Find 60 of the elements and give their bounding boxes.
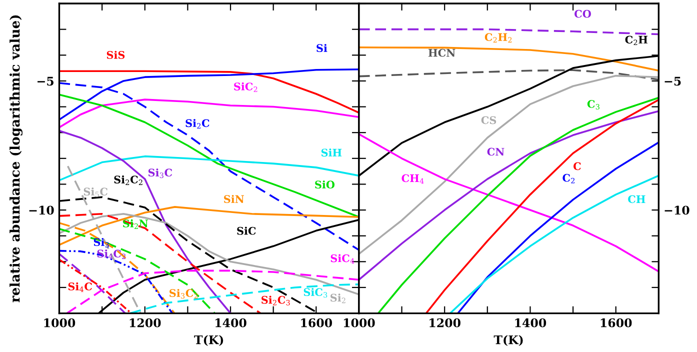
y-tick-label: −10: [29, 206, 54, 215]
annotation: Si$_{5}$C: [84, 187, 108, 198]
annotation: Si$_{3}$: [94, 238, 109, 248]
y-tick-label: −5: [38, 76, 54, 86]
line-series: [358, 46, 659, 72]
annotation: CH$_{4}$: [402, 174, 424, 184]
annotation: SiS: [106, 50, 125, 59]
y-axis-title: relative abundance (logarithmic value): [10, 15, 23, 302]
annotation: Si$_{3}$C: [148, 168, 172, 178]
x-axis-title: T(K): [494, 335, 523, 346]
y-tick-label: −10: [664, 206, 690, 215]
annotation: CN: [487, 148, 504, 156]
annotation: Si$_{4}$C: [68, 282, 92, 292]
x-tick-label: 1200: [130, 318, 161, 328]
annotation: Si$_{3}$C$_{2}$: [170, 288, 198, 299]
annotation: Si$_{2}$: [330, 294, 346, 304]
annotation: Si$_{2}$C: [186, 119, 210, 129]
line-series: [358, 110, 659, 281]
annotation: C: [573, 162, 581, 170]
line-series: [59, 212, 262, 314]
x-tick-label: 1400: [515, 318, 546, 328]
line-series: [59, 228, 216, 314]
annotation: CO: [574, 10, 591, 18]
annotation: CS: [481, 116, 496, 124]
line-series: [456, 141, 659, 314]
x-tick-label: 1000: [44, 318, 76, 328]
line-series: [449, 174, 659, 314]
annotation: SiO: [315, 180, 335, 189]
annotation: SiC$_{4}$: [330, 254, 354, 264]
annotation: SiN: [224, 194, 244, 204]
annotation: C$_{3}$: [587, 100, 600, 110]
line-series: [425, 98, 659, 314]
line-series: [358, 74, 659, 255]
annotation: SiC$_{3}$: [304, 288, 328, 298]
annotation: SiC$_{2}$: [234, 82, 258, 92]
annotation: SiC: [237, 226, 256, 235]
x-tick-label: 1600: [600, 318, 632, 328]
line-series: [358, 69, 659, 81]
annotation: C$_{2}$: [562, 174, 575, 184]
annotation: C$_{2}$H$_{2}$: [484, 33, 512, 43]
annotation: CH: [628, 195, 646, 204]
x-axis-title: T(K): [194, 335, 224, 346]
annotation: HCN: [428, 48, 456, 57]
annotation: SiH: [321, 148, 342, 157]
annotation: Si$_{2}$C$_{3}$: [262, 296, 290, 306]
line-series: [358, 133, 659, 272]
line-series: [66, 270, 359, 314]
annotation: C$_{2}$H: [625, 36, 648, 46]
x-tick-label: 1000: [344, 318, 375, 328]
annotation: Si$_{2}$C$_{2}$: [114, 175, 142, 185]
annotation: Si: [316, 44, 328, 52]
line-series: [59, 94, 359, 218]
x-tick-label: 1600: [301, 318, 332, 328]
line-series: [129, 283, 359, 314]
y-tick-label: −5: [664, 76, 681, 86]
x-tick-label: 1400: [216, 318, 246, 328]
x-tick-label: 1200: [430, 318, 460, 328]
line-series: [59, 70, 359, 114]
line-series: [377, 96, 659, 314]
line-series: [59, 98, 359, 128]
